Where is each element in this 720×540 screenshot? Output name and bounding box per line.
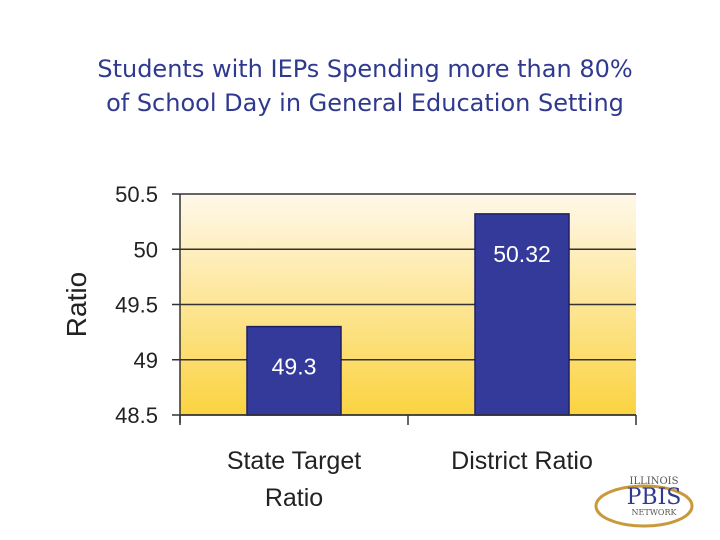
pbis-logo: ILLINOIS PBIS NETWORK — [594, 476, 694, 528]
bar — [246, 325, 342, 416]
y-axis-ticks: 50.5 50 49.5 49 48.5 — [115, 182, 158, 428]
y-tick-label: 48.5 — [115, 403, 158, 428]
axes — [179, 194, 637, 425]
x-category-label: State Target — [227, 447, 361, 475]
bar-value-label: 50.32 — [493, 241, 551, 267]
logo-line-2: PBIS — [627, 485, 682, 510]
x-category-label: District Ratio — [451, 447, 593, 475]
bar — [474, 213, 570, 416]
logo-ring — [594, 484, 694, 528]
chart-title-line-2: of School Day in General Education Setti… — [106, 89, 624, 117]
x-category-label: Ratio — [265, 484, 323, 512]
y-tick-label: 49 — [134, 348, 158, 373]
chart-title: Students with IEPs Spending more than 80… — [40, 52, 690, 120]
chart-title-line-1: Students with IEPs Spending more than 80… — [97, 55, 633, 83]
logo-line-1: ILLINOIS — [630, 476, 679, 487]
y-axis-label: Ratio — [61, 272, 92, 337]
bars: 49.3 50.32 — [246, 213, 570, 416]
logo-line-3: NETWORK — [632, 508, 678, 517]
y-tick-label: 50 — [134, 237, 158, 262]
x-axis-categories: State Target Ratio District Ratio — [227, 447, 593, 512]
y-tick-label: 49.5 — [115, 293, 158, 318]
y-tick-label: 50.5 — [115, 182, 158, 207]
bar-value-label: 49.3 — [272, 354, 317, 380]
